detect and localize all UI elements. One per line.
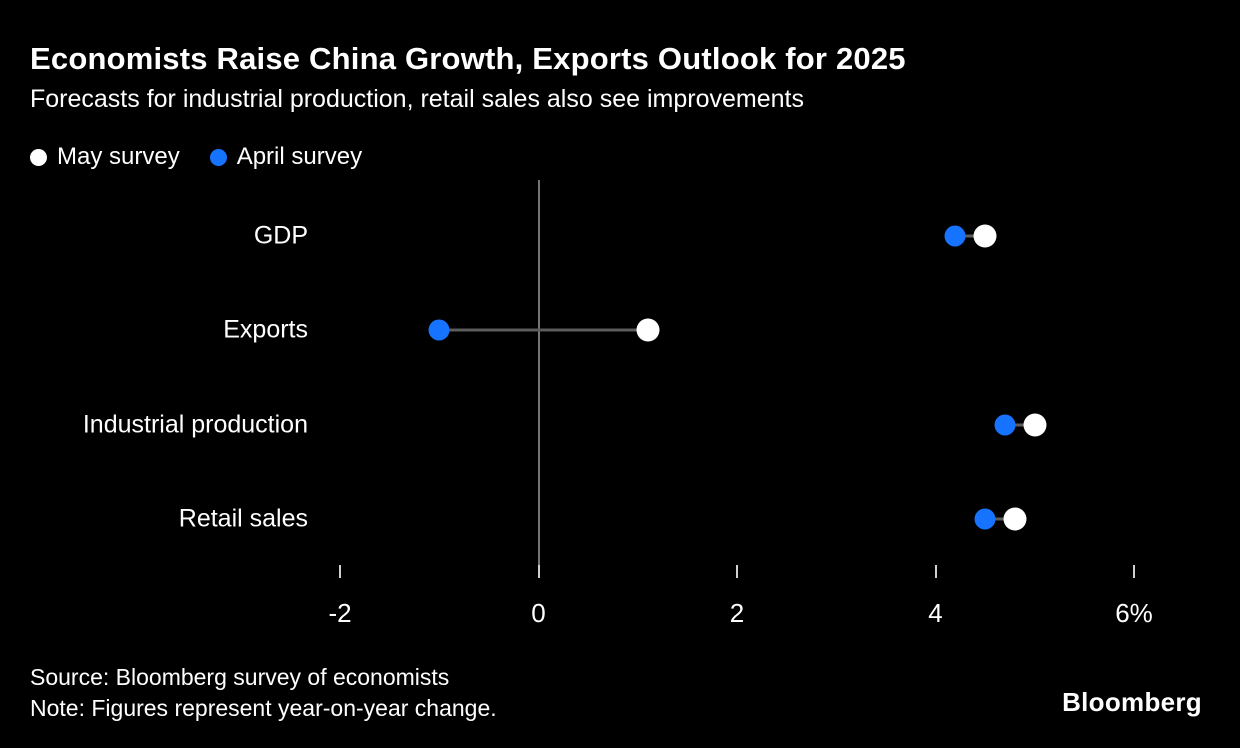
- may-dot-gdp: [973, 224, 997, 248]
- connector-exports: [439, 328, 648, 332]
- may-dot-exports: [636, 318, 660, 342]
- x-axis-tick-6: [1133, 565, 1135, 578]
- x-axis-label-6: 6%: [1115, 598, 1153, 628]
- legend-dot-icon: [209, 148, 227, 166]
- category-label-industrial-production: Industrial production: [82, 410, 308, 439]
- x-axis-tick-neg2: [339, 565, 341, 578]
- x-axis-label-4: 4: [928, 598, 943, 628]
- legend-dot-icon: [30, 148, 47, 166]
- legend: May survey April survey: [30, 143, 362, 171]
- may-dot-industrial-production: [1023, 413, 1047, 437]
- source-text: Source: Bloomberg survey of economists: [30, 664, 450, 690]
- april-dot-exports: [428, 319, 450, 341]
- connector-industrial-production: [1004, 423, 1035, 427]
- april-dot-industrial-production: [994, 414, 1016, 436]
- connector-retail-sales: [985, 517, 1015, 521]
- chart-title: Economists Raise China Growth, Exports O…: [30, 41, 906, 76]
- x-axis-label-0: 0: [531, 598, 546, 628]
- x-axis-tick-0: [537, 565, 540, 578]
- april-dot-retail-sales: [974, 508, 996, 530]
- chart-subtitle: Forecasts for industrial production, ret…: [30, 85, 804, 113]
- legend-label: April survey: [236, 143, 363, 170]
- legend-item-april-survey: April survey: [209, 143, 363, 171]
- bloomberg-logo: Bloomberg: [1062, 687, 1202, 717]
- legend-item-may-survey: May survey: [30, 143, 180, 171]
- category-label-retail-sales: Retail sales: [178, 504, 308, 533]
- x-axis-tick-4: [934, 565, 937, 578]
- zero-baseline: [537, 180, 540, 578]
- category-label-exports: Exports: [223, 315, 308, 344]
- legend-label: May survey: [57, 143, 180, 170]
- x-axis-label-2: 2: [729, 598, 745, 628]
- may-dot-retail-sales: [1003, 507, 1027, 531]
- note-text: Note: Figures represent year-on-year cha…: [30, 695, 497, 721]
- x-axis-tick-2: [736, 565, 738, 578]
- x-axis-label-neg2: -2: [328, 598, 352, 628]
- april-dot-gdp: [944, 225, 966, 247]
- category-label-gdp: GDP: [253, 221, 308, 250]
- connector-gdp: [955, 234, 986, 238]
